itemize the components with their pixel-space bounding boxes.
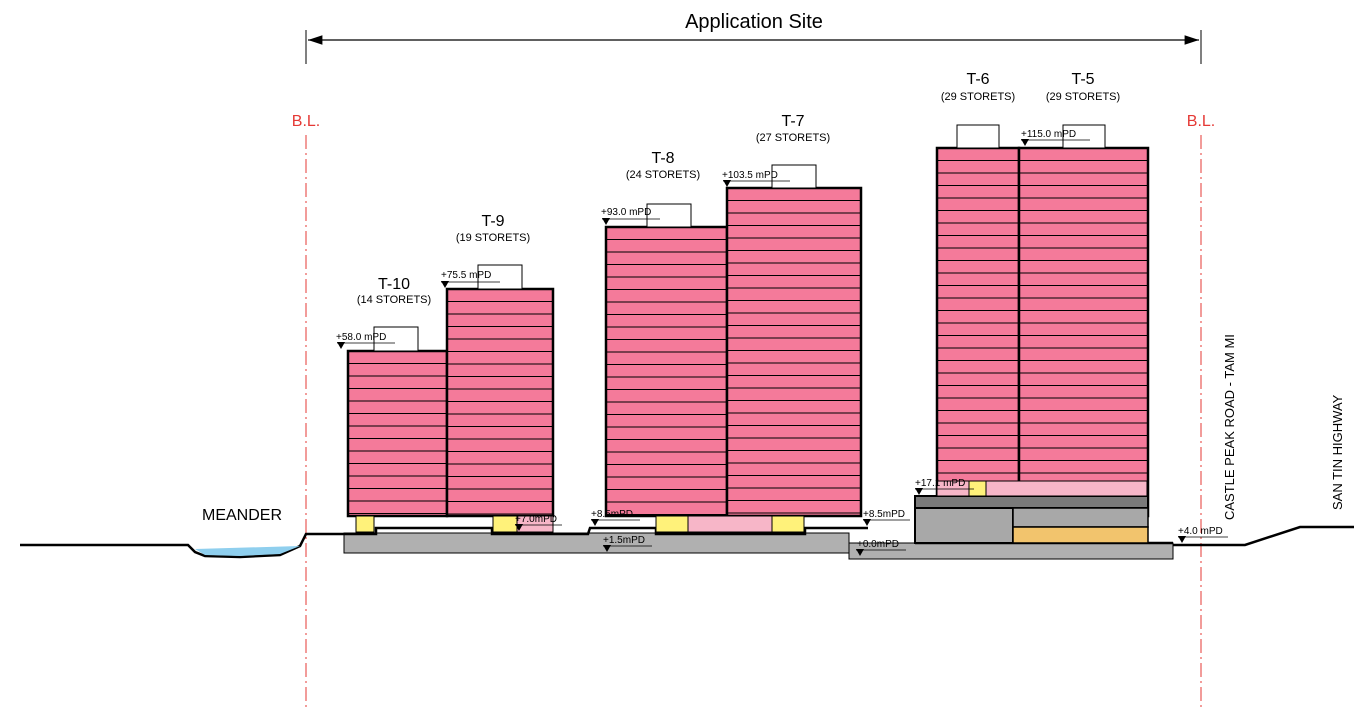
roof-structure-t8 — [646, 203, 692, 228]
east-podium-mid — [1012, 507, 1149, 528]
tower-t9 — [445, 264, 555, 518]
tower-body-t9 — [445, 287, 555, 518]
level-marker-t5: +115.0 mPD — [1021, 129, 1090, 146]
east-yellow-box — [968, 480, 987, 497]
tower-label-t10: T-10 — [378, 276, 410, 293]
roof-structure-t6 — [956, 124, 1000, 149]
svg-text:+103.5 mPD: +103.5 mPD — [722, 170, 778, 181]
tower-label-t6: T-6 — [966, 71, 989, 88]
tower-label-t7: T-7 — [781, 113, 804, 130]
level-marker-t8: +93.0 mPD — [601, 207, 660, 225]
tower-storeys-t9: (19 STORETS) — [456, 232, 530, 244]
tower-label-t8: T-8 — [651, 150, 674, 167]
lobby-box-t8 — [655, 515, 689, 533]
level-marker-8-5a: +8.5mPD — [591, 509, 640, 526]
level-marker-17-1: +17.1 mPD — [915, 478, 974, 495]
lobby-box-t10 — [355, 515, 375, 533]
east-podium-lower — [914, 507, 1014, 544]
east-podium-orange — [1012, 526, 1149, 544]
svg-text:+75.5 mPD: +75.5 mPD — [441, 270, 491, 281]
ground-profile-east — [1173, 525, 1354, 547]
tower-body-t5 — [1017, 146, 1150, 518]
svg-text:+7.0mPD: +7.0mPD — [515, 514, 557, 525]
svg-text:+93.0 mPD: +93.0 mPD — [601, 207, 651, 218]
diagram-title: Application Site — [685, 11, 823, 33]
tower-t8 — [604, 203, 729, 518]
svg-text:+115.0 mPD: +115.0 mPD — [1021, 129, 1076, 140]
tower-label-t5: T-5 — [1071, 71, 1094, 88]
lobby-box-t9 — [492, 515, 518, 533]
roof-structure-t5 — [1062, 124, 1106, 149]
svg-text:+1.5mPD: +1.5mPD — [603, 535, 645, 546]
meander-water — [195, 546, 300, 556]
podium-top-line — [344, 526, 868, 536]
tower-body-t6 — [935, 146, 1021, 518]
tower-storeys-t6: (29 STORETS) — [941, 91, 1015, 103]
svg-text:+0.0mPD: +0.0mPD — [857, 539, 899, 550]
tower-storeys-t10: (14 STORETS) — [357, 294, 431, 306]
highway-label: SAN TIN HIGHWAY — [1330, 394, 1345, 510]
tower-t6 — [935, 124, 1021, 518]
lobby-box-t7 — [771, 515, 805, 533]
ground-profile — [20, 532, 344, 559]
east-podium-upper — [914, 495, 1149, 509]
tower-body-t7 — [725, 186, 863, 518]
level-marker-0-0: +0.0mPD — [856, 539, 906, 556]
svg-text:+4.0 mPD: +4.0 mPD — [1178, 526, 1223, 537]
boundary-label-left: B.L. — [292, 113, 320, 130]
svg-text:+17.1 mPD: +17.1 mPD — [915, 478, 965, 489]
basement-slab-west — [343, 532, 850, 554]
tower-t7 — [725, 164, 863, 518]
tower-storeys-t5: (29 STORETS) — [1046, 91, 1120, 103]
tower-t10 — [346, 326, 449, 518]
roof-structure-t7 — [771, 164, 817, 189]
tower-t5 — [1017, 124, 1150, 518]
roof-structure-t10 — [373, 326, 419, 352]
east-podium-pink — [936, 480, 1148, 497]
level-marker-4-0: +4.0 mPD — [1178, 526, 1228, 543]
tower-label-t9: T-9 — [481, 213, 504, 230]
podium-pink-t8-t7 — [687, 515, 773, 533]
svg-text:+8.5mPD: +8.5mPD — [591, 509, 633, 520]
meander-label: MEANDER — [202, 507, 282, 524]
road-label: CASTLE PEAK ROAD - TAM MI — [1222, 334, 1237, 520]
tower-body-t8 — [604, 225, 729, 518]
level-marker-t7: +103.5 mPD — [722, 170, 790, 187]
level-marker-7-0: +7.0mPD — [515, 514, 562, 531]
svg-text:+8.5mPD: +8.5mPD — [863, 509, 905, 520]
level-marker-t10: +58.0 mPD — [336, 332, 395, 349]
svg-text:+58.0 mPD: +58.0 mPD — [336, 332, 386, 343]
boundary-label-right: B.L. — [1187, 113, 1215, 130]
level-marker-8-5b: +8.5mPD — [863, 509, 910, 526]
tower-storeys-t8: (24 STORETS) — [626, 169, 700, 181]
tower-storeys-t7: (27 STORETS) — [756, 132, 830, 144]
level-marker-t9: +75.5 mPD — [441, 270, 500, 288]
towers-group — [346, 124, 1150, 518]
roof-structure-t9 — [477, 264, 523, 290]
level-marker-1-5: +1.5mPD — [603, 535, 652, 552]
